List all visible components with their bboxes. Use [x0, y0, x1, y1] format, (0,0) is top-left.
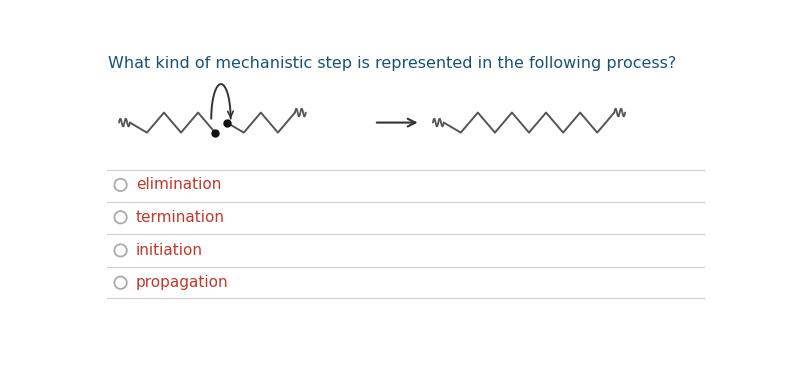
Text: propagation: propagation	[136, 275, 229, 290]
Text: initiation: initiation	[136, 243, 203, 258]
Text: termination: termination	[136, 210, 225, 225]
Text: elimination: elimination	[136, 178, 221, 192]
Text: What kind of mechanistic step is represented in the following process?: What kind of mechanistic step is represe…	[108, 55, 676, 70]
